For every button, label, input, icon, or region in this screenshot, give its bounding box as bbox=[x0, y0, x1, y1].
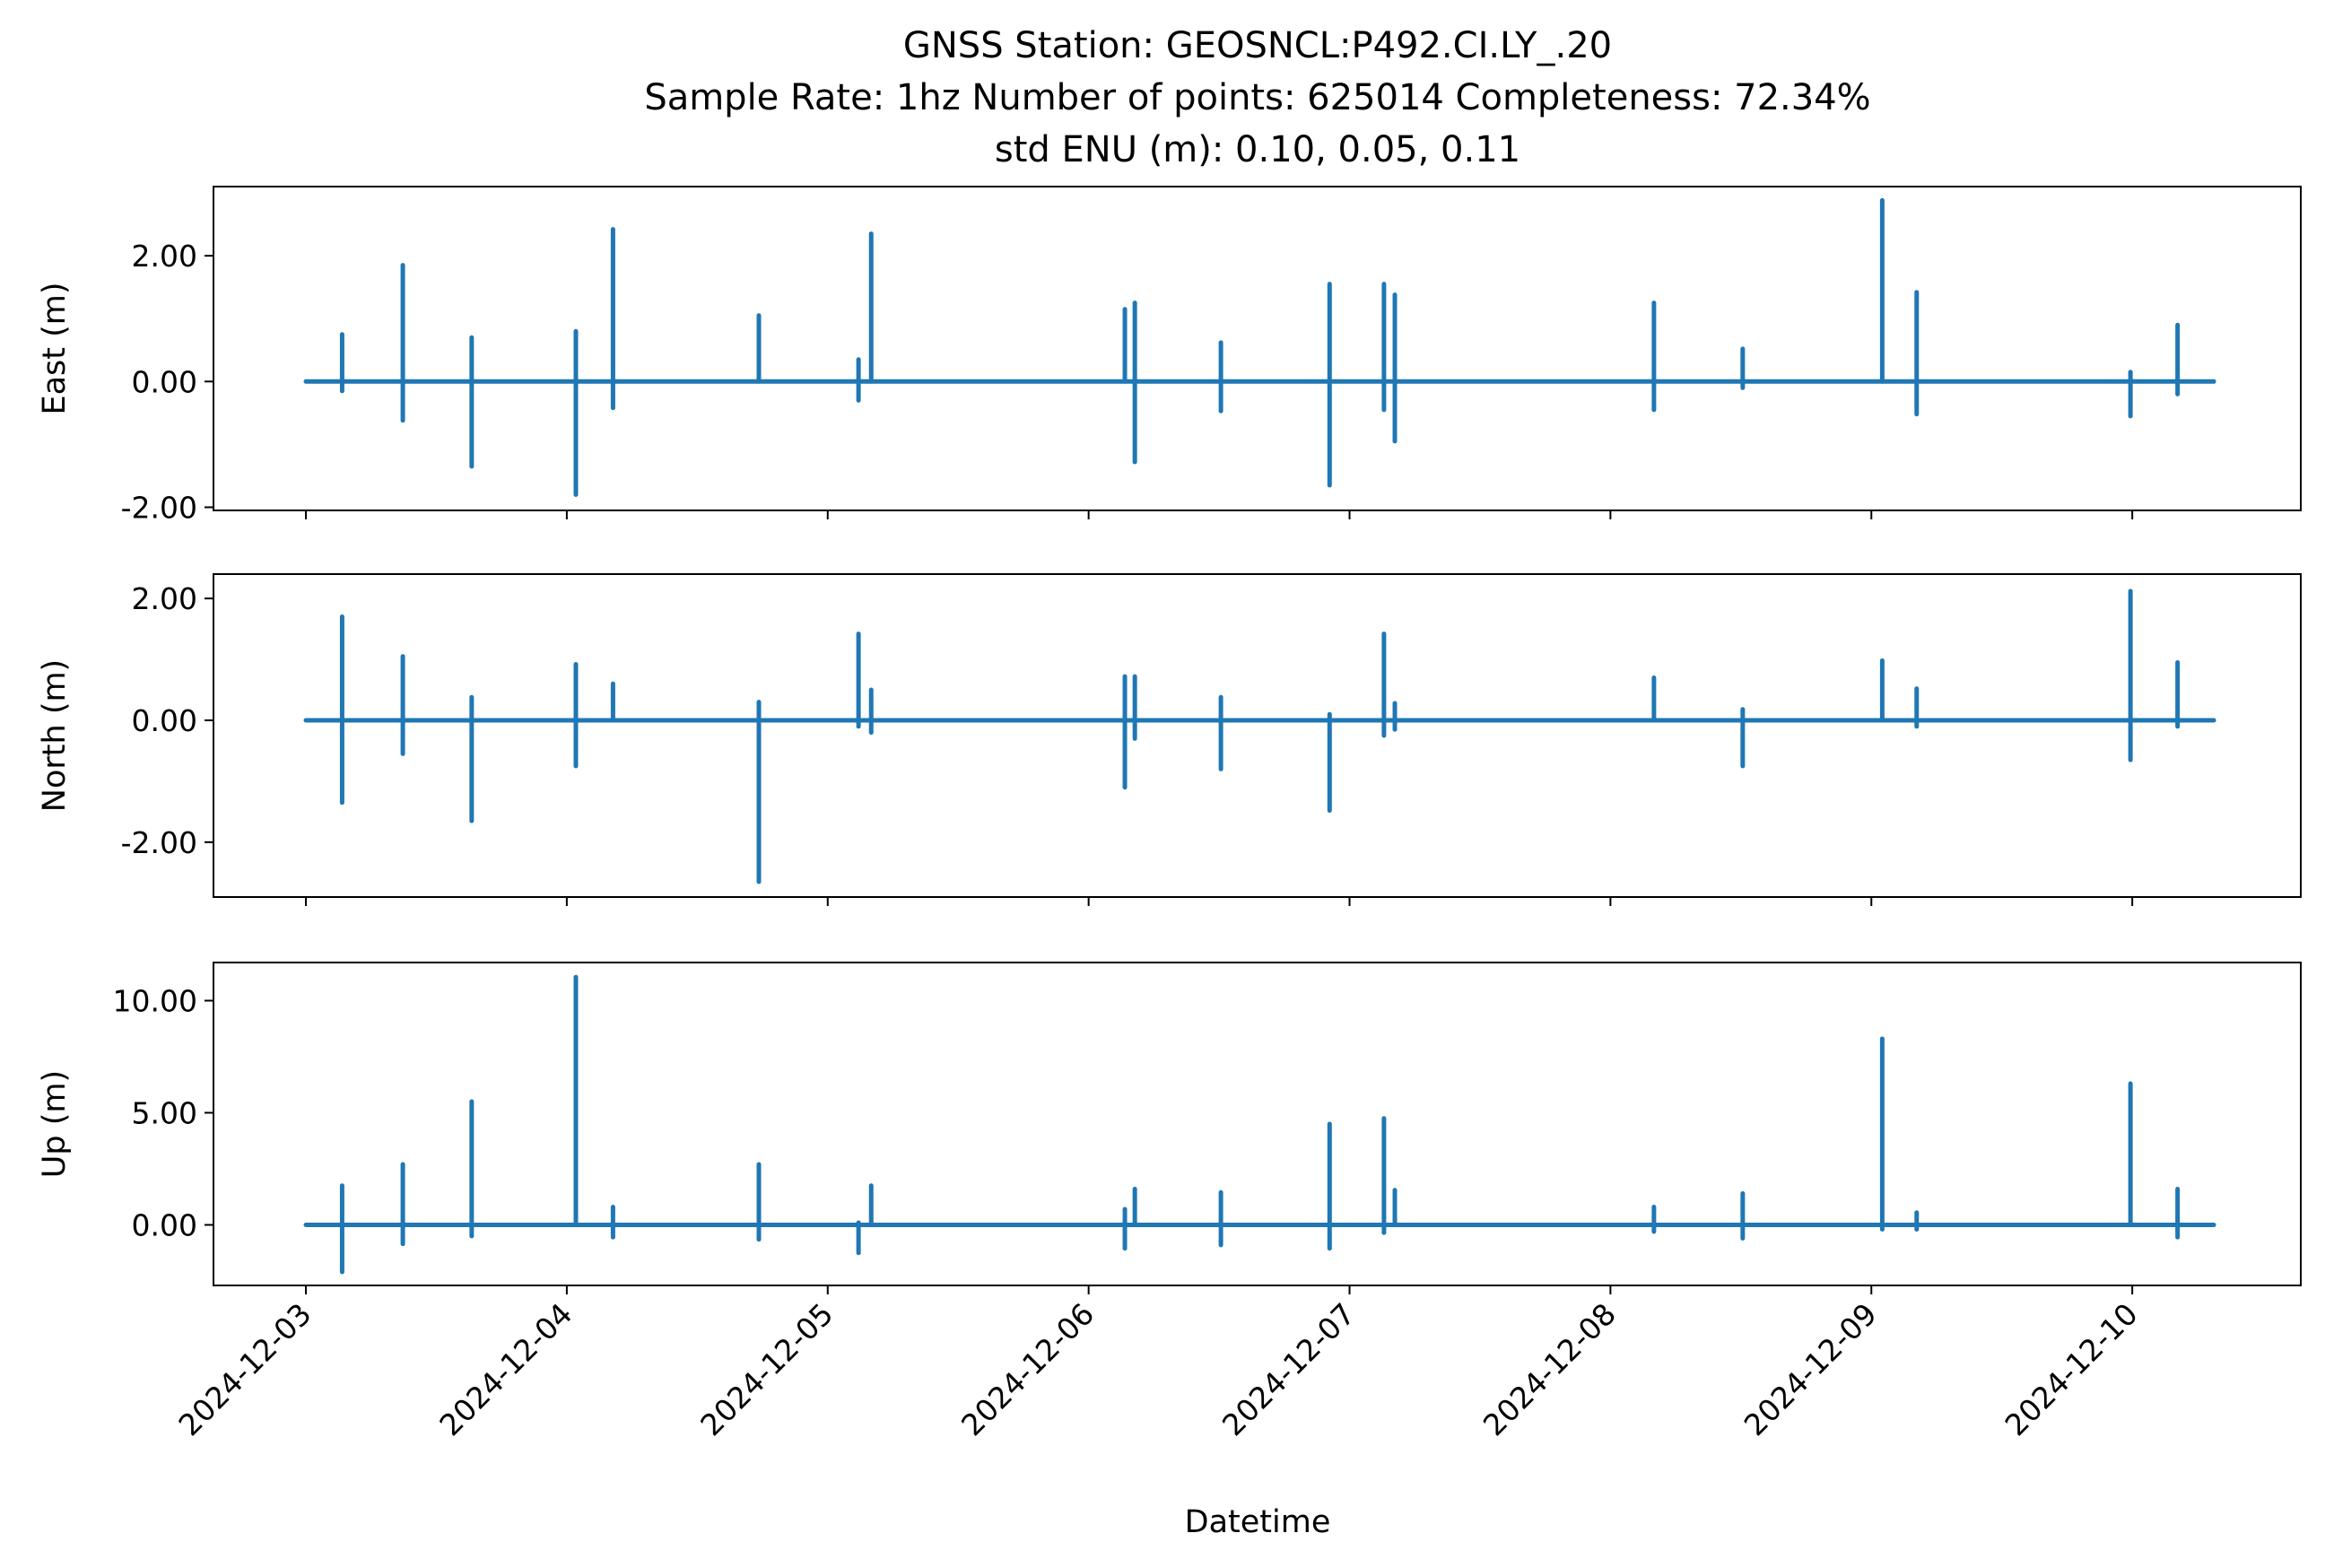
plot-frame bbox=[213, 573, 2302, 898]
y-tick-label: 2.00 bbox=[132, 239, 197, 274]
y-tick-label: 2.00 bbox=[132, 581, 197, 616]
y-tick-label: 0.00 bbox=[132, 703, 197, 738]
y-tick-label: 10.00 bbox=[113, 984, 197, 1019]
x-axis-label: Datetime bbox=[1185, 1504, 1331, 1540]
y-tick-label: 5.00 bbox=[132, 1096, 197, 1131]
y-axis-label: Up (m) bbox=[37, 1070, 73, 1178]
figure-title-line-1: GNSS Station: GEOSNCL:P492.CI.LY_.20 bbox=[903, 25, 1612, 66]
y-tick-label: 0.00 bbox=[132, 364, 197, 399]
plot-frame bbox=[213, 962, 2302, 1286]
y-axis-label: East (m) bbox=[37, 282, 73, 414]
y-tick-label: -2.00 bbox=[121, 825, 197, 860]
figure-title-line-3: std ENU (m): 0.10, 0.05, 0.11 bbox=[995, 129, 1520, 170]
plot-frame bbox=[213, 186, 2302, 511]
figure-title-line-2: Sample Rate: 1hz Number of points: 62501… bbox=[644, 77, 1870, 118]
y-axis-label: North (m) bbox=[37, 659, 73, 812]
east-panel: -2.00 0.00 2.00 East (m) bbox=[37, 186, 2302, 525]
y-tick-label: 0.00 bbox=[132, 1208, 197, 1243]
y-tick-label: -2.00 bbox=[121, 490, 197, 525]
north-panel: -2.00 0.00 2.00 North (m) bbox=[37, 573, 2302, 906]
